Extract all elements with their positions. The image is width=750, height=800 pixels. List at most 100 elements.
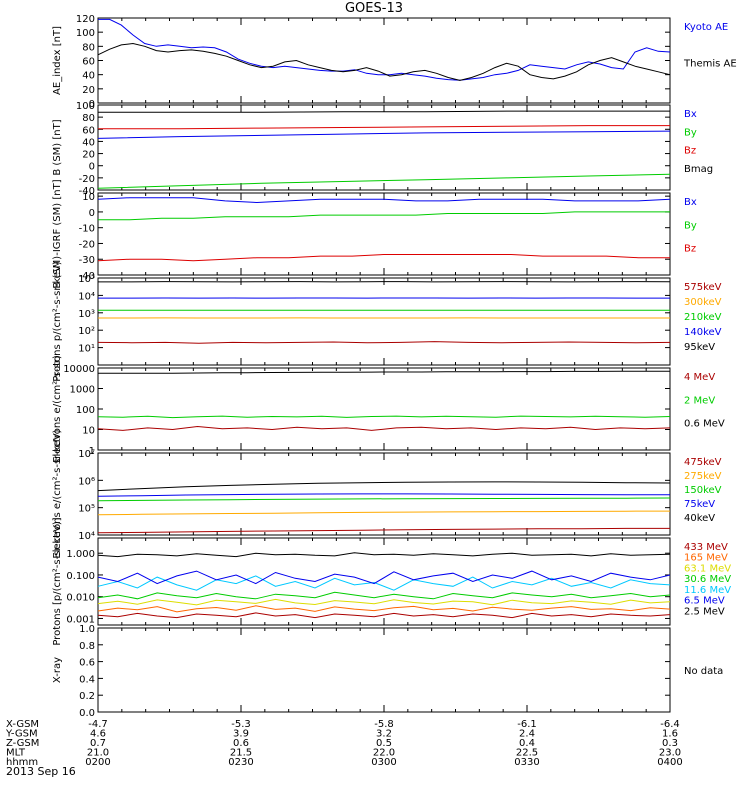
series-line [97,527,670,534]
ephem-value: -6.1 [517,719,537,730]
y-tick-label: 10³ [78,309,95,320]
series-line [97,612,671,619]
legend-entry: By [684,127,697,138]
series-line [98,211,670,221]
ephem-value: 22.5 [516,748,538,759]
series-line [97,173,671,189]
legend-entry: Bx [684,197,697,208]
series-line [97,598,671,606]
series-line [98,125,670,130]
ephem-value: 21.5 [230,748,252,759]
series-line [97,493,671,497]
y-tick-label: 0.8 [79,641,95,652]
ephem-value: 0230 [228,757,253,768]
y-tick-label: 0 [89,99,95,110]
legend-entry: 140keV [684,327,722,338]
y-tick-label: 20 [82,85,95,96]
series-line [97,130,671,139]
ephem-value: 4.6 [90,729,106,740]
series-line [97,42,671,81]
legend-entry: By [684,220,697,231]
y-tick-label: 10000 [63,364,95,375]
legend-entry: 575keV [684,282,722,293]
y-tick-label: 10¹ [78,344,95,355]
legend-entry: 275keV [684,471,722,482]
y-tick-label: 0.001 [66,614,95,625]
legend-entry: 150keV [684,485,722,496]
y-tick-label: 20 [82,150,95,161]
y-tick-label: -30 [79,255,95,266]
legend-entry: 95keV [684,342,715,353]
y-tick-label: 10 [82,426,95,437]
ephem-row-label: hhmm [6,757,38,768]
y-tick-label: 10⁴ [78,531,95,542]
legend-entry: Themis AE [683,59,737,70]
legend-entry: 75keV [684,499,715,510]
ephem-value: 3.9 [233,729,249,740]
panel-4: 10¹ 10² 10³ 10⁴ 10⁵ Protons p/(cm²-s-sr-keV) 5… [52,261,722,382]
y-tick-label: 0 [89,208,95,219]
y-tick-label: 1000 [70,385,95,396]
ephem-value: 2.4 [519,729,535,740]
series-line [98,18,671,81]
series-line [97,605,671,613]
series-line [97,552,671,558]
ephemeris-table: X-GSM -4.7 -5.3 -5.8 -6.1 -6.4 Y-GSM 4.6 3.9 3.2 2… [5,719,683,768]
legend-entry: 300keV [684,297,722,308]
y-tick-label: 1.000 [66,549,95,560]
y-tick-label: 60 [82,125,95,136]
ephem-value: -4.7 [88,719,108,730]
y-tick-label: 80 [82,113,95,124]
y-tick-label: 0.0 [79,708,95,719]
series-line [97,481,671,492]
ephem-value: 21.0 [87,748,109,759]
ephem-value: 0400 [657,757,682,768]
y-tick-label: -10 [79,224,95,235]
legend-entry: 165 MeV [684,553,728,564]
series-line [97,510,671,516]
series-line [97,254,670,262]
ephem-value: 0.3 [662,738,678,749]
panel-3: -40 -30 -20 -10 0 10 B (SM)-IGRF (SM) [nT] Bx By… [52,179,697,288]
ephem-value: 0300 [371,757,396,768]
y-tick-label: 1 [89,446,95,457]
legend-entry: Bz [684,146,696,157]
y-axis-label: AE_index [nT] [52,26,63,95]
y-tick-label: 0.2 [79,691,95,702]
date-label: 2013 Sep 16 [6,765,76,778]
y-tick-label: 10⁵ [78,274,95,285]
y-tick-label: 0.4 [79,674,95,685]
y-axis-label: Protons [p/(cm²-s-sr-keV)] [52,517,63,645]
panel-1: 0 20 40 60 80 100 120 AE_index [nT] Kyoto AE Them… [52,14,737,110]
y-tick-label: 0 [89,162,95,173]
legend-entry: Bmag [684,164,713,175]
y-tick-label: 10 [82,192,95,203]
panel-frame [97,17,671,104]
y-tick-label: 100 [76,405,95,416]
series-line [97,425,671,431]
ephem-value: 0200 [85,757,110,768]
series-line [97,575,671,591]
y-tick-label: -20 [79,239,95,250]
y-axis-label: X-ray [52,657,63,683]
ephem-row-label: Y-GSM [5,729,38,740]
y-axis-label: B (SM)-IGRF (SM) [nT] [52,179,63,288]
y-tick-label: 10² [78,326,95,337]
y-axis-label: B (SM) [nT] [52,119,63,175]
ephem-row-label: X-GSM [6,719,39,730]
y-tick-label: -20 [79,174,95,185]
legend-entry: 433 MeV [684,542,728,553]
legend-entry: 0.6 MeV [684,419,725,430]
y-tick-label: 60 [82,57,95,68]
y-tick-label: 1.0 [79,624,95,635]
y-tick-label: 10⁴ [78,291,95,302]
panel-6: 10⁴ 10⁵ 10⁶ 10⁷ Electrons e/(cm²-s-sr-keV) 47… [52,429,722,558]
y-tick-label: 10⁷ [78,449,95,460]
y-tick-label: -40 [79,271,95,282]
ephem-value: 0.7 [90,738,106,749]
legend-entry: 210keV [684,312,722,323]
ephem-row-label: Z-GSM [6,738,39,749]
